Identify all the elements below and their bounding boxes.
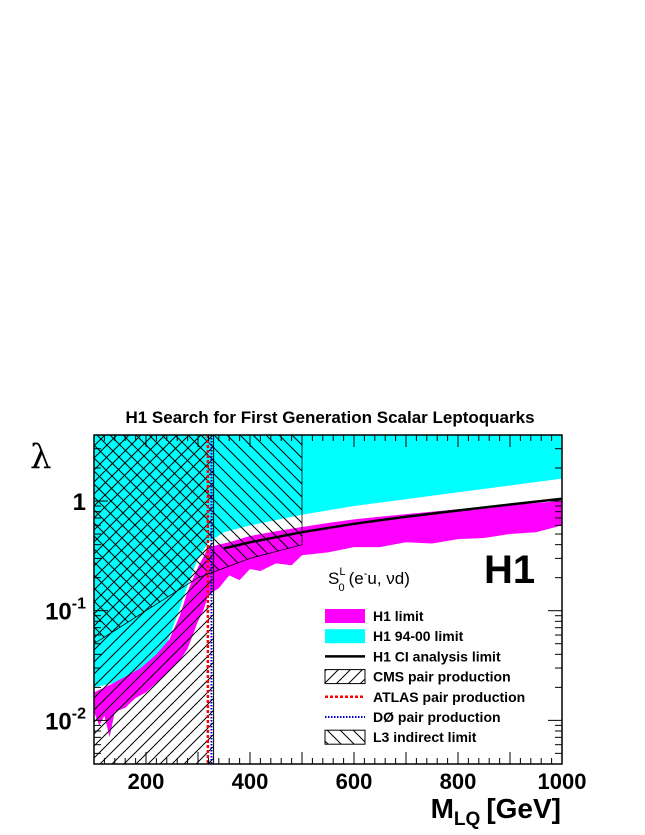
- legend-swatch-cms-pair-production: [324, 669, 366, 685]
- x-tick-label: 800: [440, 769, 477, 794]
- legend-swatch-h1-94-00-limit: [325, 629, 365, 644]
- y-tick-label: 10-1: [45, 596, 86, 626]
- y-tick-label: 10-2: [45, 705, 86, 735]
- series-h1-ci-analysis-limit-line: [223, 497, 562, 550]
- plot-frame: [93, 434, 563, 765]
- x-axis-label-main: M: [431, 793, 454, 824]
- x-axis-label-sub: LQ: [454, 809, 480, 830]
- brand-label: H1: [484, 548, 535, 592]
- channel-label: SL 0 (e-u, νd): [328, 566, 410, 594]
- legend-label-cms-pair-production: CMS pair production: [373, 669, 511, 685]
- legend-label-l3-indirect-limit: L3 indirect limit: [373, 729, 477, 745]
- y-axis-label: λ: [30, 437, 52, 477]
- legend-swatch-l3-indirect-limit: [324, 729, 366, 745]
- y-tick-label: 1: [73, 489, 86, 516]
- legend-label-do-pair-production: DØ pair production: [373, 709, 501, 725]
- series-l3-indirect-limit-region: [94, 435, 303, 645]
- legend-label-h1-limit: H1 limit: [373, 608, 424, 624]
- legend-swatch-h1-limit: [325, 609, 365, 623]
- legend: H1 limit H1 94-00 limit H1 CI analysis lim…: [324, 608, 525, 745]
- legend-label-atlas-pair-production: ATLAS pair production: [373, 689, 525, 705]
- x-axis-label-unit: [GeV]: [486, 793, 561, 824]
- x-tick-label: 400: [232, 769, 269, 794]
- chart-title: H1 Search for First Generation Scalar Le…: [125, 408, 534, 427]
- x-tick-label: 1000: [538, 769, 587, 794]
- x-tick-label: 200: [128, 769, 165, 794]
- legend-label-h1-94-00-limit: H1 94-00 limit: [373, 628, 464, 644]
- axes: 200 400 600 800 1000 1 10-1 10-2: [45, 434, 587, 794]
- plot-area: [94, 435, 562, 764]
- x-tick-label: 600: [336, 769, 373, 794]
- legend-label-h1-ci-analysis-limit: H1 CI analysis limit: [373, 648, 501, 664]
- x-axis-label: MLQ [GeV]: [431, 793, 561, 830]
